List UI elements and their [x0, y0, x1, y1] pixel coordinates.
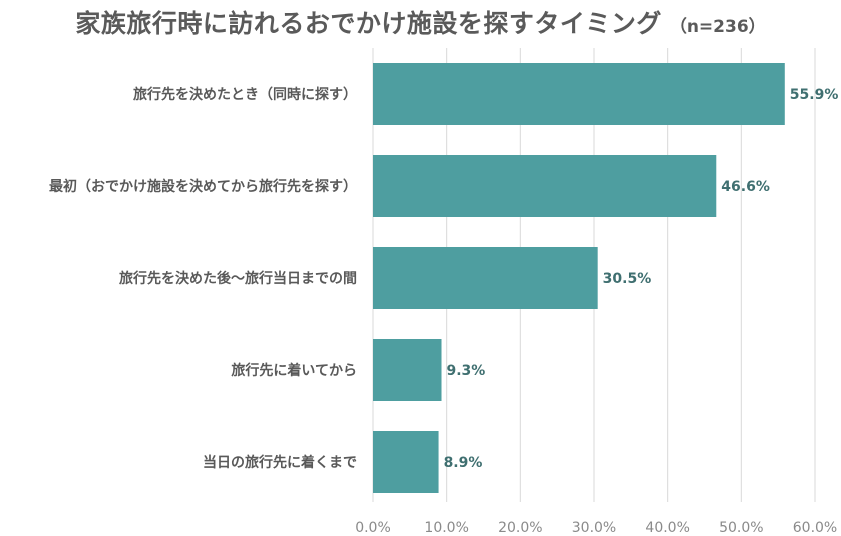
chart-title: 家族旅行時に訪れるおでかけ施設を探すタイミング （n=236） — [0, 4, 841, 40]
x-tick-label: 60.0% — [793, 520, 837, 536]
category-label: 旅行先を決めた後～旅行当日までの間 — [119, 270, 357, 287]
x-tick-label: 50.0% — [719, 520, 763, 536]
bar — [373, 63, 785, 125]
category-label: 当日の旅行先に着くまで — [203, 454, 357, 471]
x-tick-label: 40.0% — [645, 520, 689, 536]
chart-title-text: 家族旅行時に訪れるおでかけ施設を探すタイミング — [75, 9, 662, 38]
x-tick-label: 10.0% — [424, 520, 468, 536]
x-tick-label: 20.0% — [498, 520, 542, 536]
bar — [373, 247, 598, 309]
sample-size-note: （n=236） — [669, 17, 766, 37]
value-label: 8.9% — [444, 455, 483, 471]
x-tick-label: 0.0% — [355, 520, 391, 536]
value-label: 9.3% — [447, 363, 486, 379]
value-label: 55.9% — [790, 87, 839, 103]
x-tick-label: 30.0% — [572, 520, 616, 536]
bar — [373, 155, 717, 217]
bar — [373, 339, 442, 401]
category-label: 旅行先を決めたとき（同時に探す） — [133, 86, 357, 103]
value-label: 30.5% — [603, 271, 652, 287]
value-label: 46.6% — [721, 179, 770, 195]
category-label: 最初（おでかけ施設を決めてから旅行先を探す） — [49, 178, 357, 195]
category-label: 旅行先に着いてから — [231, 362, 357, 379]
bar — [373, 431, 439, 493]
